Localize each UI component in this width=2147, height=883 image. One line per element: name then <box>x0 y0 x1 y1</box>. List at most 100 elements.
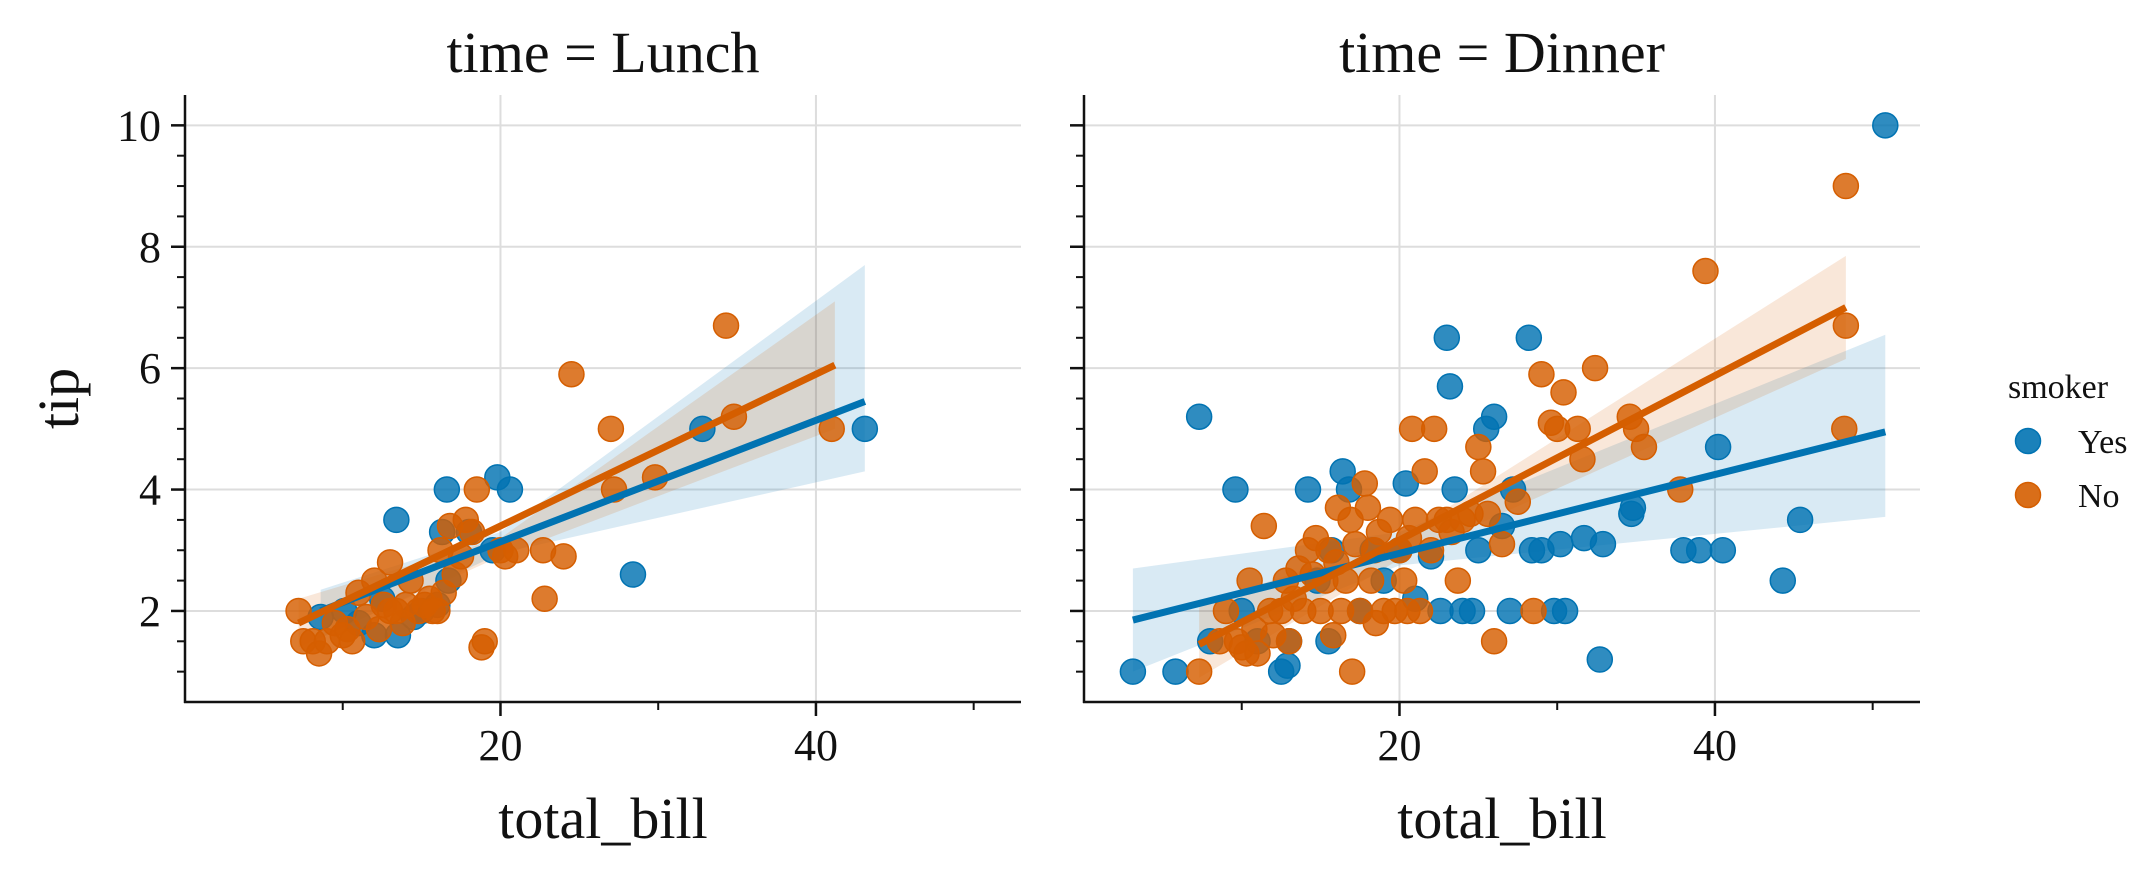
scatter-point-no <box>1362 609 1390 637</box>
scatter-point-no <box>463 476 491 503</box>
scatter-point-no <box>419 597 446 625</box>
scatter-point-no <box>1351 470 1379 497</box>
legend-marker-yes <box>2014 427 2042 455</box>
y-tick-label: 4 <box>139 466 161 515</box>
scatter-point-no <box>1832 172 1860 200</box>
scatter-point-yes <box>1547 530 1574 558</box>
scatter-point-no <box>1319 621 1347 649</box>
scatter-point-yes <box>1480 403 1508 430</box>
scatter-point-no <box>1474 500 1502 528</box>
x-axis-label: total_bill <box>1397 786 1606 851</box>
scatter-point-no <box>338 628 366 655</box>
legend-label-no: No <box>2078 478 2120 515</box>
scatter-point-no <box>1394 597 1421 625</box>
scatter-point-yes <box>1392 470 1420 497</box>
scatter-point-no <box>597 415 625 443</box>
scatter-point-yes <box>1589 530 1617 558</box>
scatter-point-yes <box>1458 597 1486 625</box>
scatter-point-no <box>1465 433 1492 461</box>
scatter-point-no <box>1504 488 1532 515</box>
scatter-point-no <box>1354 494 1382 522</box>
scatter-point-no <box>1469 458 1497 485</box>
regression-line-yes <box>1132 428 1887 624</box>
scatter-point-yes <box>1704 433 1732 461</box>
scatter-point-yes <box>1769 567 1797 594</box>
panel-title: time = Lunch <box>447 20 760 85</box>
scatter-point-no <box>550 543 577 570</box>
scatter-point-no <box>1250 512 1278 540</box>
scatter-point-no <box>1376 506 1404 534</box>
x-axis-label: total_bill <box>498 786 707 851</box>
scatter-point-no <box>712 312 740 339</box>
scatter-point-no <box>376 597 404 625</box>
scatter-point-no <box>1398 415 1426 443</box>
y-tick-label: 2 <box>139 587 161 636</box>
scatter-point-yes <box>1496 597 1524 625</box>
scatter-point-no <box>376 549 404 576</box>
scatter-point-yes <box>1436 373 1464 400</box>
scatter-point-yes <box>1709 537 1737 564</box>
scatter-point-no <box>1528 360 1555 388</box>
scatter-point-no <box>1420 415 1448 443</box>
scatter-point-no <box>1520 597 1547 625</box>
scatter-point-yes <box>1551 597 1579 625</box>
y-tick-label: 6 <box>139 344 161 393</box>
scatter-point-yes <box>1786 506 1814 534</box>
scatter-point-no <box>1244 640 1271 667</box>
scatter-point-yes <box>1685 537 1713 564</box>
scatter-point-yes <box>1185 403 1213 430</box>
facet-panel-1: 20 40 time = Dinner total_bill <box>1070 20 1920 851</box>
scatter-point-yes <box>619 561 647 588</box>
scatter-point-no <box>1550 379 1577 406</box>
scatter-point-yes <box>383 506 410 534</box>
scatter-point-yes <box>496 476 524 503</box>
scatter-point-no <box>1564 415 1591 443</box>
scatter-point-yes <box>1274 652 1301 679</box>
scatter-point-no <box>1630 433 1658 461</box>
scatter-point-yes <box>1294 476 1322 503</box>
scatter-point-yes <box>1872 112 1899 139</box>
scatter-point-yes <box>1515 324 1543 352</box>
scatter-point-yes <box>1162 658 1189 685</box>
scatter-point-no <box>1581 354 1609 382</box>
scatter-point-no <box>1357 567 1385 594</box>
x-tick-label: 40 <box>794 721 838 770</box>
scatter-point-no <box>1338 658 1366 685</box>
y-tick-label: 10 <box>117 101 161 150</box>
regression-line-no <box>1197 304 1848 648</box>
scatter-point-no <box>1185 658 1213 685</box>
x-tick-label: 20 <box>1377 721 1421 770</box>
panel-title: time = Dinner <box>1339 20 1665 85</box>
scatter-point-no <box>1832 312 1860 339</box>
scatter-point-no <box>531 585 558 613</box>
regression-line-yes <box>319 398 867 615</box>
scatter-point-yes <box>851 415 879 443</box>
scatter-point-yes <box>1119 658 1147 685</box>
legend-label-yes: Yes <box>2078 424 2127 461</box>
scatter-point-yes <box>1222 476 1249 503</box>
scatter-point-no <box>471 628 498 655</box>
scatter-point-no <box>1488 530 1516 558</box>
scatter-point-no <box>1444 567 1472 594</box>
x-tick-label: 40 <box>1693 721 1737 770</box>
scatter-point-yes <box>1586 646 1614 673</box>
scatter-point-yes <box>1441 476 1468 503</box>
scatter-point-no <box>1390 567 1418 594</box>
scatter-point-yes <box>1433 324 1461 352</box>
y-tick-label: 8 <box>139 223 161 272</box>
scatter-point-yes <box>1465 537 1492 564</box>
regression-line-no <box>297 361 837 627</box>
scatter-point-no <box>558 360 585 388</box>
x-tick-label: 20 <box>478 721 522 770</box>
scatter-point-no <box>1275 628 1303 655</box>
scatter-point-no <box>1480 628 1508 655</box>
y-axis-label: tip <box>26 368 91 429</box>
legend: smoker Yes No <box>2008 369 2127 515</box>
legend-title: smoker <box>2008 369 2109 406</box>
legend-marker-no <box>2014 481 2042 509</box>
scatter-point-no <box>1692 257 1719 285</box>
scatter-point-yes <box>433 476 461 503</box>
scatter-point-no <box>1411 458 1438 485</box>
